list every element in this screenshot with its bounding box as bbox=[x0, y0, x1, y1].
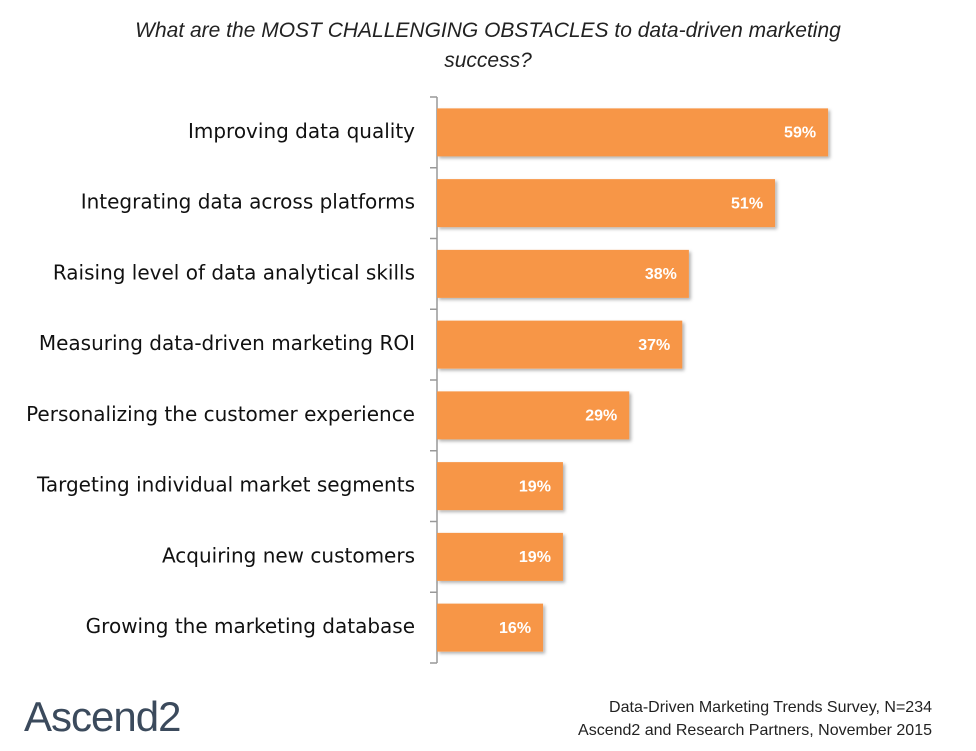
value-label: 59% bbox=[784, 125, 816, 142]
category-label: Raising level of data analytical skills bbox=[53, 260, 415, 284]
bar bbox=[437, 391, 630, 440]
bar bbox=[437, 462, 563, 511]
value-label: 19% bbox=[519, 549, 551, 566]
value-label: 19% bbox=[519, 478, 551, 495]
bar bbox=[437, 532, 563, 581]
category-label: Targeting individual market segments bbox=[36, 473, 415, 497]
logo: Ascend2 bbox=[24, 693, 180, 740]
value-label: 38% bbox=[645, 266, 677, 283]
bar bbox=[437, 179, 776, 228]
bar bbox=[437, 249, 689, 298]
category-label: Improving data quality bbox=[188, 119, 415, 143]
value-label: 29% bbox=[585, 408, 617, 425]
category-label: Measuring data-driven marketing ROI bbox=[39, 331, 415, 355]
category-label: Personalizing the customer experience bbox=[26, 402, 415, 426]
bar bbox=[437, 108, 829, 157]
bar bbox=[437, 603, 544, 652]
chart-title: What are the MOST CHALLENGING OBSTACLES … bbox=[135, 19, 841, 72]
value-label: 16% bbox=[499, 620, 531, 637]
source-line: Data-Driven Marketing Trends Survey, N=2… bbox=[609, 699, 932, 716]
bar bbox=[437, 320, 683, 369]
category-label: Growing the marketing database bbox=[86, 614, 415, 638]
value-label: 37% bbox=[638, 337, 670, 354]
value-label: 51% bbox=[731, 195, 763, 212]
category-label: Acquiring new customers bbox=[162, 543, 415, 567]
source-line: Ascend2 and Research Partners, November … bbox=[578, 722, 932, 739]
category-label: Integrating data across platforms bbox=[81, 190, 415, 214]
